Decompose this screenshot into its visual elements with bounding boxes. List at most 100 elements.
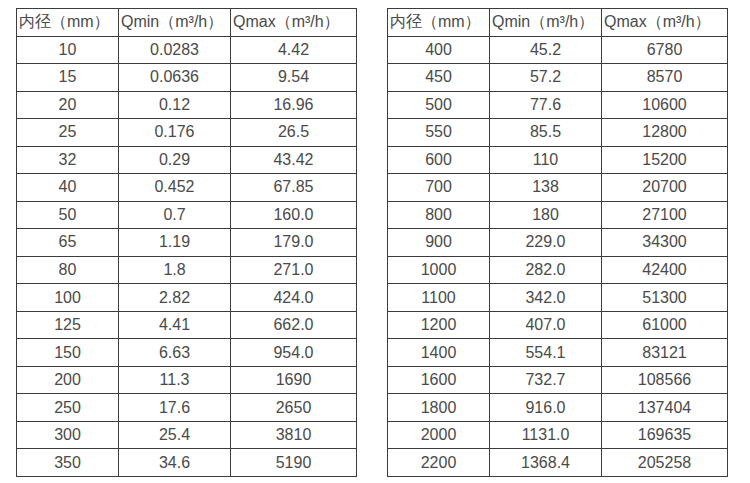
table-row: 250.17626.5 xyxy=(17,119,357,147)
table-row: 70013820700 xyxy=(388,174,728,202)
cell-qmax: 169635 xyxy=(602,421,728,449)
flow-table-small-diameters: 内径（mm） Qmin（m³/h） Qmax（m³/h） 100.02834.4… xyxy=(16,8,357,477)
cell-diameter: 400 xyxy=(388,36,490,64)
table-row: 320.2943.42 xyxy=(17,146,357,174)
table-row: 30025.43810 xyxy=(17,421,357,449)
cell-diameter: 150 xyxy=(17,339,119,367)
cell-qmax: 67.85 xyxy=(231,174,357,202)
header-qmax: Qmax（m³/h） xyxy=(231,9,357,37)
cell-qmin: 0.12 xyxy=(119,91,231,119)
cell-diameter: 450 xyxy=(388,64,490,92)
flow-rate-spec-page: 内径（mm） Qmin（m³/h） Qmax（m³/h） 100.02834.4… xyxy=(0,0,750,483)
cell-qmin: 407.0 xyxy=(490,311,602,339)
table-row: 25017.62650 xyxy=(17,394,357,422)
table-row: 60011015200 xyxy=(388,146,728,174)
cell-qmin: 1368.4 xyxy=(490,449,602,477)
table-row: 1400554.183121 xyxy=(388,339,728,367)
cell-diameter: 500 xyxy=(388,91,490,119)
cell-diameter: 300 xyxy=(17,421,119,449)
cell-qmin: 0.7 xyxy=(119,201,231,229)
cell-diameter: 15 xyxy=(17,64,119,92)
table-row: 22001368.4205258 xyxy=(388,449,728,477)
cell-qmin: 77.6 xyxy=(490,91,602,119)
table-row: 20001131.0169635 xyxy=(388,421,728,449)
cell-qmax: 2650 xyxy=(231,394,357,422)
cell-qmax: 12800 xyxy=(602,119,728,147)
cell-qmax: 662.0 xyxy=(231,311,357,339)
table-row: 1000282.042400 xyxy=(388,256,728,284)
cell-qmin: 2.82 xyxy=(119,284,231,312)
cell-qmax: 51300 xyxy=(602,284,728,312)
table-row: 150.06369.54 xyxy=(17,64,357,92)
cell-qmax: 4.42 xyxy=(231,36,357,64)
cell-qmin: 554.1 xyxy=(490,339,602,367)
cell-qmin: 34.6 xyxy=(119,449,231,477)
cell-qmax: 424.0 xyxy=(231,284,357,312)
cell-qmin: 282.0 xyxy=(490,256,602,284)
cell-diameter: 2000 xyxy=(388,421,490,449)
table-row: 1800916.0137404 xyxy=(388,394,728,422)
cell-qmin: 45.2 xyxy=(490,36,602,64)
header-qmin: Qmin（m³/h） xyxy=(490,9,602,37)
flow-table-large-diameters: 内径（mm） Qmin（m³/h） Qmax（m³/h） 40045.26780… xyxy=(387,8,728,477)
table-row: 40045.26780 xyxy=(388,36,728,64)
table-body: 100.02834.42150.06369.54200.1216.96250.1… xyxy=(17,36,357,477)
cell-diameter: 200 xyxy=(17,366,119,394)
cell-qmax: 10600 xyxy=(602,91,728,119)
cell-qmin: 57.2 xyxy=(490,64,602,92)
table-row: 20011.31690 xyxy=(17,366,357,394)
cell-qmin: 1131.0 xyxy=(490,421,602,449)
header-diameter: 内径（mm） xyxy=(388,9,490,37)
header-row: 内径（mm） Qmin（m³/h） Qmax（m³/h） xyxy=(17,9,357,37)
cell-qmin: 4.41 xyxy=(119,311,231,339)
header-row: 内径（mm） Qmin（m³/h） Qmax（m³/h） xyxy=(388,9,728,37)
cell-qmax: 61000 xyxy=(602,311,728,339)
table-body: 40045.2678045057.2857050077.61060055085.… xyxy=(388,36,728,477)
cell-qmax: 137404 xyxy=(602,394,728,422)
table-row: 1200407.061000 xyxy=(388,311,728,339)
cell-qmax: 205258 xyxy=(602,449,728,477)
table-row: 45057.28570 xyxy=(388,64,728,92)
cell-qmax: 34300 xyxy=(602,229,728,257)
header-diameter: 内径（mm） xyxy=(17,9,119,37)
table-row: 50077.610600 xyxy=(388,91,728,119)
table-row: 500.7160.0 xyxy=(17,201,357,229)
cell-qmax: 15200 xyxy=(602,146,728,174)
cell-qmin: 0.0636 xyxy=(119,64,231,92)
table-row: 801.8271.0 xyxy=(17,256,357,284)
cell-qmax: 1690 xyxy=(231,366,357,394)
cell-qmax: 9.54 xyxy=(231,64,357,92)
cell-qmax: 20700 xyxy=(602,174,728,202)
cell-diameter: 600 xyxy=(388,146,490,174)
cell-qmin: 1.19 xyxy=(119,229,231,257)
cell-qmin: 17.6 xyxy=(119,394,231,422)
table-row: 1002.82424.0 xyxy=(17,284,357,312)
cell-qmin: 916.0 xyxy=(490,394,602,422)
cell-diameter: 10 xyxy=(17,36,119,64)
table-row: 1600732.7108566 xyxy=(388,366,728,394)
cell-qmin: 85.5 xyxy=(490,119,602,147)
cell-diameter: 100 xyxy=(17,284,119,312)
cell-qmin: 6.63 xyxy=(119,339,231,367)
cell-qmax: 5190 xyxy=(231,449,357,477)
cell-qmin: 11.3 xyxy=(119,366,231,394)
table-row: 200.1216.96 xyxy=(17,91,357,119)
cell-diameter: 1400 xyxy=(388,339,490,367)
cell-diameter: 1000 xyxy=(388,256,490,284)
cell-qmin: 342.0 xyxy=(490,284,602,312)
cell-diameter: 1800 xyxy=(388,394,490,422)
cell-qmax: 108566 xyxy=(602,366,728,394)
cell-qmax: 3810 xyxy=(231,421,357,449)
cell-qmin: 732.7 xyxy=(490,366,602,394)
cell-diameter: 800 xyxy=(388,201,490,229)
cell-qmax: 6780 xyxy=(602,36,728,64)
cell-qmin: 0.176 xyxy=(119,119,231,147)
table-row: 100.02834.42 xyxy=(17,36,357,64)
cell-qmax: 271.0 xyxy=(231,256,357,284)
table-row: 400.45267.85 xyxy=(17,174,357,202)
cell-diameter: 40 xyxy=(17,174,119,202)
cell-qmin: 0.0283 xyxy=(119,36,231,64)
cell-qmin: 229.0 xyxy=(490,229,602,257)
cell-qmin: 138 xyxy=(490,174,602,202)
cell-diameter: 350 xyxy=(17,449,119,477)
